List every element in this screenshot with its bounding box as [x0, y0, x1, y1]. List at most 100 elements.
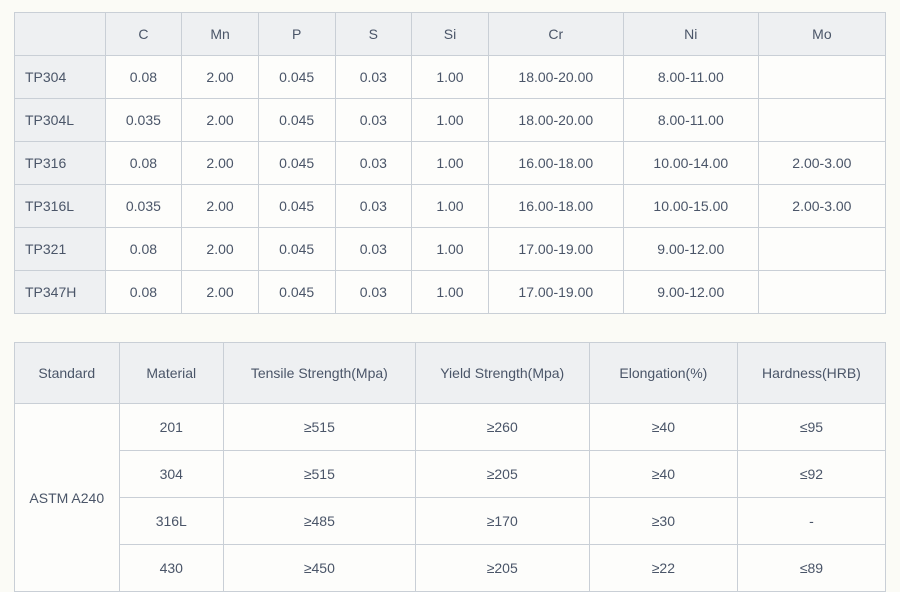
- cell: 17.00-19.00: [488, 228, 623, 271]
- cell-material: 430: [119, 545, 224, 592]
- cell: 2.00-3.00: [758, 142, 885, 185]
- cell: 16.00-18.00: [488, 142, 623, 185]
- cell: 10.00-14.00: [623, 142, 758, 185]
- cell: 0.035: [105, 185, 182, 228]
- cell: 1.00: [412, 142, 489, 185]
- row-label: TP316: [15, 142, 106, 185]
- cell-elong: ≥30: [589, 498, 737, 545]
- cell-hard: -: [737, 498, 885, 545]
- cell: [758, 99, 885, 142]
- cell-tensile: ≥515: [224, 451, 416, 498]
- cell: [758, 271, 885, 314]
- table-row: ASTM A240 201 ≥515 ≥260 ≥40 ≤95: [15, 404, 886, 451]
- cell-material: 304: [119, 451, 224, 498]
- cell: 10.00-15.00: [623, 185, 758, 228]
- cell: 2.00: [182, 271, 259, 314]
- cell-yield: ≥205: [415, 545, 589, 592]
- table-row: 304 ≥515 ≥205 ≥40 ≤92: [15, 451, 886, 498]
- cell: 0.08: [105, 228, 182, 271]
- cell: 0.03: [335, 99, 412, 142]
- table-row: TP347H 0.08 2.00 0.045 0.03 1.00 17.00-1…: [15, 271, 886, 314]
- cell-yield: ≥170: [415, 498, 589, 545]
- col-h-elongation: Elongation(%): [589, 343, 737, 404]
- cell: 1.00: [412, 99, 489, 142]
- table-row: TP321 0.08 2.00 0.045 0.03 1.00 17.00-19…: [15, 228, 886, 271]
- row-label: TP304: [15, 56, 106, 99]
- cell: 2.00-3.00: [758, 185, 885, 228]
- col-h-si: Si: [412, 13, 489, 56]
- cell: 18.00-20.00: [488, 99, 623, 142]
- cell: 1.00: [412, 228, 489, 271]
- col-h-mn: Mn: [182, 13, 259, 56]
- table-header-row: Standard Material Tensile Strength(Mpa) …: [15, 343, 886, 404]
- cell: 0.03: [335, 271, 412, 314]
- cell-tensile: ≥485: [224, 498, 416, 545]
- col-h-c: C: [105, 13, 182, 56]
- cell: 9.00-12.00: [623, 271, 758, 314]
- col-h-cr: Cr: [488, 13, 623, 56]
- col-h-p: P: [258, 13, 335, 56]
- cell: 0.08: [105, 142, 182, 185]
- col-h-mo: Mo: [758, 13, 885, 56]
- standard-cell: ASTM A240: [15, 404, 120, 592]
- col-h-hardness: Hardness(HRB): [737, 343, 885, 404]
- cell: 0.08: [105, 271, 182, 314]
- table-row: TP316L 0.035 2.00 0.045 0.03 1.00 16.00-…: [15, 185, 886, 228]
- cell: 0.045: [258, 228, 335, 271]
- cell: 0.08: [105, 56, 182, 99]
- table-row: TP304 0.08 2.00 0.045 0.03 1.00 18.00-20…: [15, 56, 886, 99]
- cell-tensile: ≥515: [224, 404, 416, 451]
- cell: 0.045: [258, 56, 335, 99]
- cell: 1.00: [412, 271, 489, 314]
- cell-material: 316L: [119, 498, 224, 545]
- table-header-row: C Mn P S Si Cr Ni Mo: [15, 13, 886, 56]
- table-row: TP304L 0.035 2.00 0.045 0.03 1.00 18.00-…: [15, 99, 886, 142]
- cell-hard: ≤89: [737, 545, 885, 592]
- col-h-standard: Standard: [15, 343, 120, 404]
- cell-yield: ≥205: [415, 451, 589, 498]
- cell: 0.03: [335, 185, 412, 228]
- cell: 2.00: [182, 185, 259, 228]
- table-row: 430 ≥450 ≥205 ≥22 ≤89: [15, 545, 886, 592]
- cell: 0.045: [258, 185, 335, 228]
- cell-hard: ≤92: [737, 451, 885, 498]
- col-h-yield: Yield Strength(Mpa): [415, 343, 589, 404]
- cell-elong: ≥40: [589, 404, 737, 451]
- row-label: TP316L: [15, 185, 106, 228]
- col-h-s: S: [335, 13, 412, 56]
- col-h-ni: Ni: [623, 13, 758, 56]
- cell: 0.03: [335, 56, 412, 99]
- cell: 0.03: [335, 228, 412, 271]
- cell-yield: ≥260: [415, 404, 589, 451]
- row-label: TP321: [15, 228, 106, 271]
- col-h-blank: [15, 13, 106, 56]
- cell: 17.00-19.00: [488, 271, 623, 314]
- cell: 8.00-11.00: [623, 99, 758, 142]
- cell-elong: ≥22: [589, 545, 737, 592]
- mechanical-properties-table: Standard Material Tensile Strength(Mpa) …: [14, 342, 886, 592]
- cell: 16.00-18.00: [488, 185, 623, 228]
- row-label: TP304L: [15, 99, 106, 142]
- cell: 0.045: [258, 142, 335, 185]
- cell-material: 201: [119, 404, 224, 451]
- cell: [758, 56, 885, 99]
- cell: 18.00-20.00: [488, 56, 623, 99]
- cell: 8.00-11.00: [623, 56, 758, 99]
- col-h-material: Material: [119, 343, 224, 404]
- cell: 2.00: [182, 56, 259, 99]
- cell: 2.00: [182, 99, 259, 142]
- standard-label: ASTM A240: [29, 490, 104, 506]
- table-row: TP316 0.08 2.00 0.045 0.03 1.00 16.00-18…: [15, 142, 886, 185]
- cell: 2.00: [182, 142, 259, 185]
- table-row: 316L ≥485 ≥170 ≥30 -: [15, 498, 886, 545]
- cell: 1.00: [412, 185, 489, 228]
- row-label: TP347H: [15, 271, 106, 314]
- cell: 0.035: [105, 99, 182, 142]
- cell: 0.045: [258, 99, 335, 142]
- cell-hard: ≤95: [737, 404, 885, 451]
- cell: 2.00: [182, 228, 259, 271]
- cell-elong: ≥40: [589, 451, 737, 498]
- cell: 1.00: [412, 56, 489, 99]
- cell: 0.045: [258, 271, 335, 314]
- chemical-composition-table: C Mn P S Si Cr Ni Mo TP304 0.08 2.00 0.0…: [14, 12, 886, 314]
